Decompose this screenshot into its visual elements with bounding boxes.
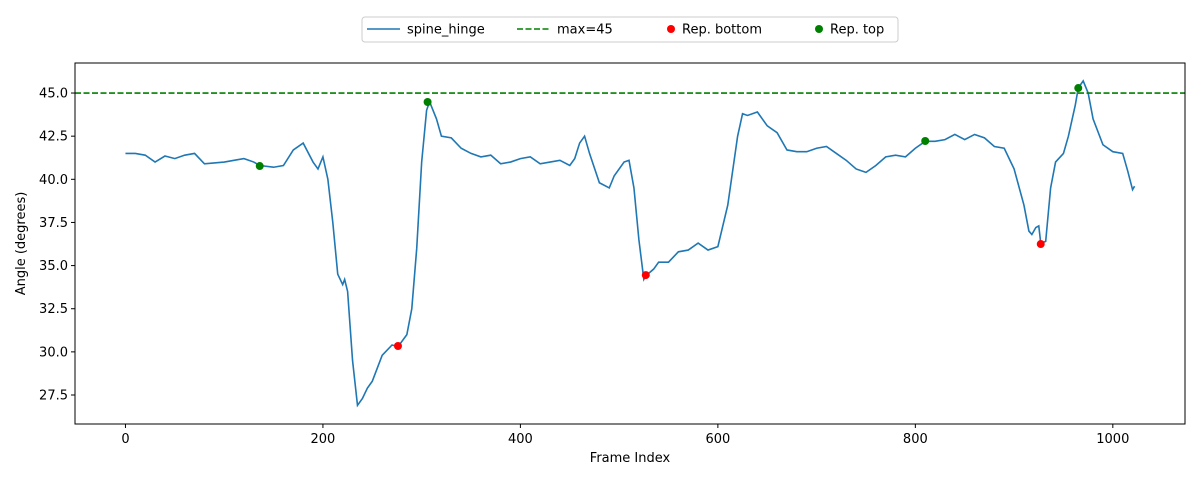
legend-handle — [667, 25, 675, 33]
x-tick-label: 0 — [121, 432, 129, 447]
x-tick-label: 1000 — [1096, 432, 1129, 447]
legend-label: max=45 — [557, 23, 613, 38]
legend-label: Rep. bottom — [682, 23, 762, 38]
data-point — [393, 342, 402, 351]
data-point — [1036, 240, 1045, 249]
legend-label: Rep. top — [830, 23, 884, 38]
data-point — [1074, 84, 1083, 93]
y-axis-label: Angle (degrees) — [14, 192, 29, 296]
data-point — [423, 97, 432, 106]
y-tick-label: 40.0 — [39, 173, 68, 188]
y-tick-label: 30.0 — [39, 345, 68, 360]
data-point — [921, 136, 930, 145]
data-line — [125, 79, 1136, 408]
y-tick-label: 27.5 — [39, 389, 68, 404]
x-axis-label: Frame Index — [590, 451, 671, 466]
legend-handle — [815, 25, 823, 33]
y-tick-label: 37.5 — [39, 216, 68, 231]
y-tick-label: 45.0 — [39, 87, 68, 102]
data-point — [255, 162, 264, 171]
y-tick-label: 35.0 — [39, 259, 68, 274]
legend-label: spine_hinge — [407, 23, 485, 38]
y-tick-label: 42.5 — [39, 130, 68, 145]
x-tick-label: 200 — [311, 432, 336, 447]
x-tick-label: 400 — [508, 432, 533, 447]
x-tick-label: 800 — [903, 432, 928, 447]
x-tick-label: 600 — [705, 432, 730, 447]
data-point — [641, 271, 650, 280]
plot-frame — [74, 62, 1186, 425]
legend-box — [361, 16, 899, 43]
y-tick-label: 32.5 — [39, 302, 68, 317]
